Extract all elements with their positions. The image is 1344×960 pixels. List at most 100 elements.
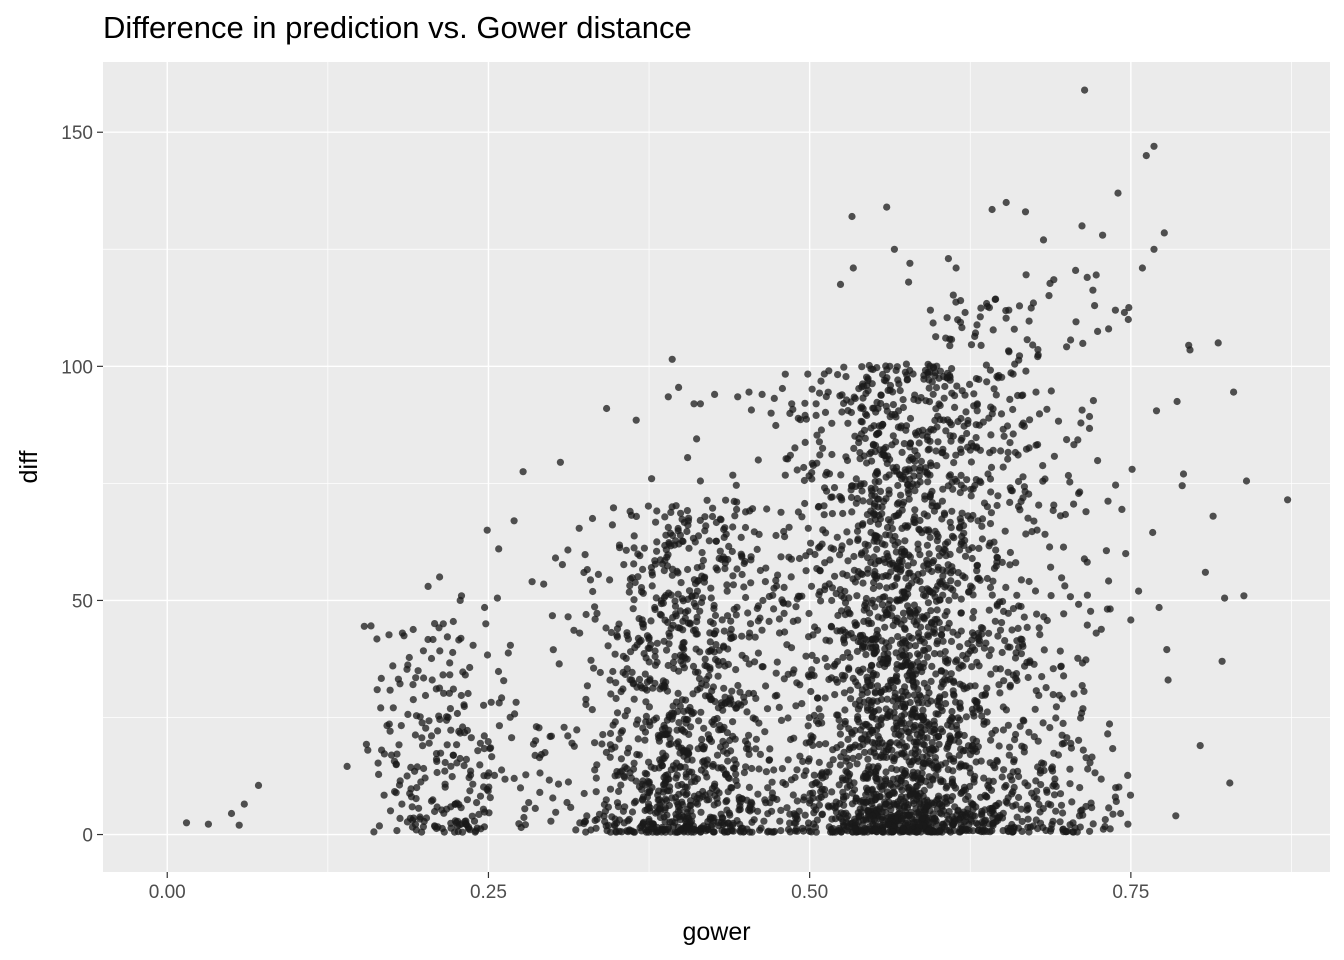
data-point: [977, 341, 985, 349]
data-point: [843, 528, 851, 536]
data-point: [674, 527, 682, 535]
data-point: [810, 672, 818, 680]
data-point: [706, 813, 715, 821]
data-point: [849, 754, 857, 763]
data-point: [1023, 623, 1031, 632]
data-point: [948, 507, 956, 515]
data-point: [697, 708, 705, 716]
data-point: [945, 815, 953, 823]
data-point: [626, 507, 634, 515]
data-point: [705, 735, 714, 743]
data-point: [912, 741, 920, 749]
data-point: [1104, 730, 1112, 738]
data-point: [927, 459, 935, 467]
data-point: [821, 772, 830, 781]
data-point: [917, 394, 925, 402]
data-point: [862, 651, 870, 659]
data-point: [696, 400, 705, 408]
data-point: [782, 780, 790, 789]
data-point: [892, 703, 900, 711]
data-point: [629, 605, 637, 613]
data-point: [960, 484, 968, 492]
data-point: [991, 764, 999, 772]
data-point: [861, 748, 869, 757]
data-point: [594, 570, 603, 579]
data-point: [1019, 494, 1027, 502]
data-point: [794, 616, 802, 624]
data-point: [948, 335, 956, 344]
data-point: [675, 790, 683, 798]
data-point: [1041, 530, 1049, 538]
data-point: [1052, 807, 1060, 815]
data-point: [460, 702, 468, 711]
data-point: [998, 648, 1006, 657]
data-point: [955, 738, 963, 746]
data-point: [495, 699, 503, 707]
data-point: [923, 734, 931, 742]
data-point: [669, 614, 677, 622]
data-point: [1052, 714, 1060, 722]
data-point: [978, 515, 987, 523]
data-point: [681, 783, 689, 791]
data-point: [908, 749, 916, 757]
data-point: [845, 664, 853, 672]
data-point: [993, 558, 1001, 566]
data-point: [923, 512, 932, 520]
data-point: [869, 635, 878, 643]
data-point: [1034, 441, 1042, 449]
data-point: [786, 451, 795, 459]
data-point: [698, 741, 706, 750]
data-point: [857, 735, 866, 743]
data-point: [873, 469, 881, 477]
data-point: [1063, 343, 1071, 351]
data-point: [946, 737, 954, 746]
data-point: [1008, 776, 1016, 784]
data-point: [641, 736, 649, 744]
data-point: [625, 588, 633, 596]
data-point: [899, 700, 907, 708]
data-point: [483, 785, 491, 794]
data-point: [498, 766, 506, 774]
data-point: [1074, 436, 1082, 444]
data-point: [953, 725, 961, 734]
data-point: [985, 629, 993, 637]
data-point: [737, 550, 745, 558]
data-point: [882, 775, 890, 783]
data-point: [793, 797, 801, 805]
data-point: [952, 698, 960, 706]
data-point: [411, 731, 419, 739]
data-point: [621, 773, 629, 782]
data-point: [986, 759, 994, 767]
data-point: [583, 812, 591, 820]
data-point: [926, 368, 934, 376]
data-point: [609, 667, 617, 676]
plot-panel: [103, 62, 1330, 872]
data-point: [855, 752, 863, 761]
data-point: [761, 796, 769, 804]
data-point: [1006, 548, 1015, 557]
data-point: [842, 373, 850, 381]
data-point: [734, 681, 742, 690]
data-point: [696, 607, 704, 615]
data-point: [500, 677, 508, 685]
data-point: [957, 445, 965, 453]
data-point: [604, 821, 613, 830]
data-point: [940, 394, 948, 402]
data-point: [889, 401, 898, 409]
data-point: [1002, 583, 1010, 592]
data-point: [946, 418, 954, 426]
data-point: [979, 823, 987, 831]
data-point: [720, 684, 728, 692]
data-point: [679, 537, 687, 546]
data-point: [1082, 754, 1090, 762]
data-point: [1035, 410, 1044, 418]
data-point: [698, 572, 706, 580]
data-point: [790, 819, 799, 827]
data-point: [881, 593, 889, 601]
data-point: [603, 404, 611, 413]
data-point: [978, 535, 987, 543]
data-point: [942, 657, 950, 666]
data-point: [968, 643, 977, 652]
data-point: [1072, 266, 1080, 274]
